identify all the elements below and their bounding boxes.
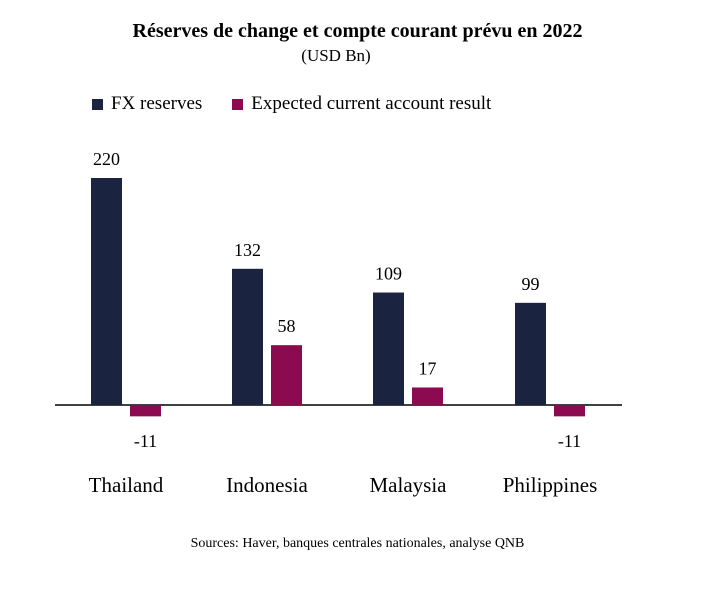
legend-swatch-current-account (232, 98, 244, 110)
bar-expected-current-account-result-thailand (130, 405, 161, 417)
source-note: Sources: Haver, banques centrales nation… (190, 536, 525, 551)
legend-swatch-fx-reserves (92, 98, 103, 110)
value-label-expected-current-account-result-thailand: -11 (134, 431, 157, 451)
chart-legend: FX reserves Expected current account res… (92, 93, 521, 115)
bar-expected-current-account-result-indonesia (271, 345, 302, 405)
value-label-fx-reserves-thailand: 220 (93, 149, 120, 169)
category-label-malaysia: Malaysia (370, 473, 448, 497)
value-label-fx-reserves-malaysia: 109 (375, 264, 402, 284)
category-label-philippines: Philippines (503, 473, 598, 497)
category-label-thailand: Thailand (89, 473, 164, 497)
bar-fx-reserves-philippines (515, 302, 546, 405)
value-label-expected-current-account-result-malaysia: 17 (419, 358, 437, 378)
bar-fx-reserves-malaysia (373, 292, 404, 405)
legend-item-current-account: Expected current account result (232, 93, 491, 115)
value-label-expected-current-account-result-philippines: -11 (558, 431, 581, 451)
category-label-indonesia: Indonesia (226, 473, 308, 497)
chart-subtitle: (USD Bn) (301, 46, 371, 65)
value-label-expected-current-account-result-indonesia: 58 (278, 316, 296, 336)
bar-fx-reserves-indonesia (232, 268, 263, 405)
value-label-fx-reserves-indonesia: 132 (234, 240, 261, 260)
legend-item-fx-reserves: FX reserves (92, 93, 202, 115)
legend-label-current-account: Expected current account result (251, 93, 492, 114)
bar-expected-current-account-result-philippines (554, 405, 585, 417)
bar-expected-current-account-result-malaysia (412, 387, 443, 405)
legend-label-fx-reserves: FX reserves (111, 93, 203, 114)
chart-title: Réserves de change et compte courant pré… (132, 20, 583, 42)
bar-fx-reserves-thailand (91, 178, 122, 405)
value-label-fx-reserves-philippines: 99 (522, 274, 540, 294)
